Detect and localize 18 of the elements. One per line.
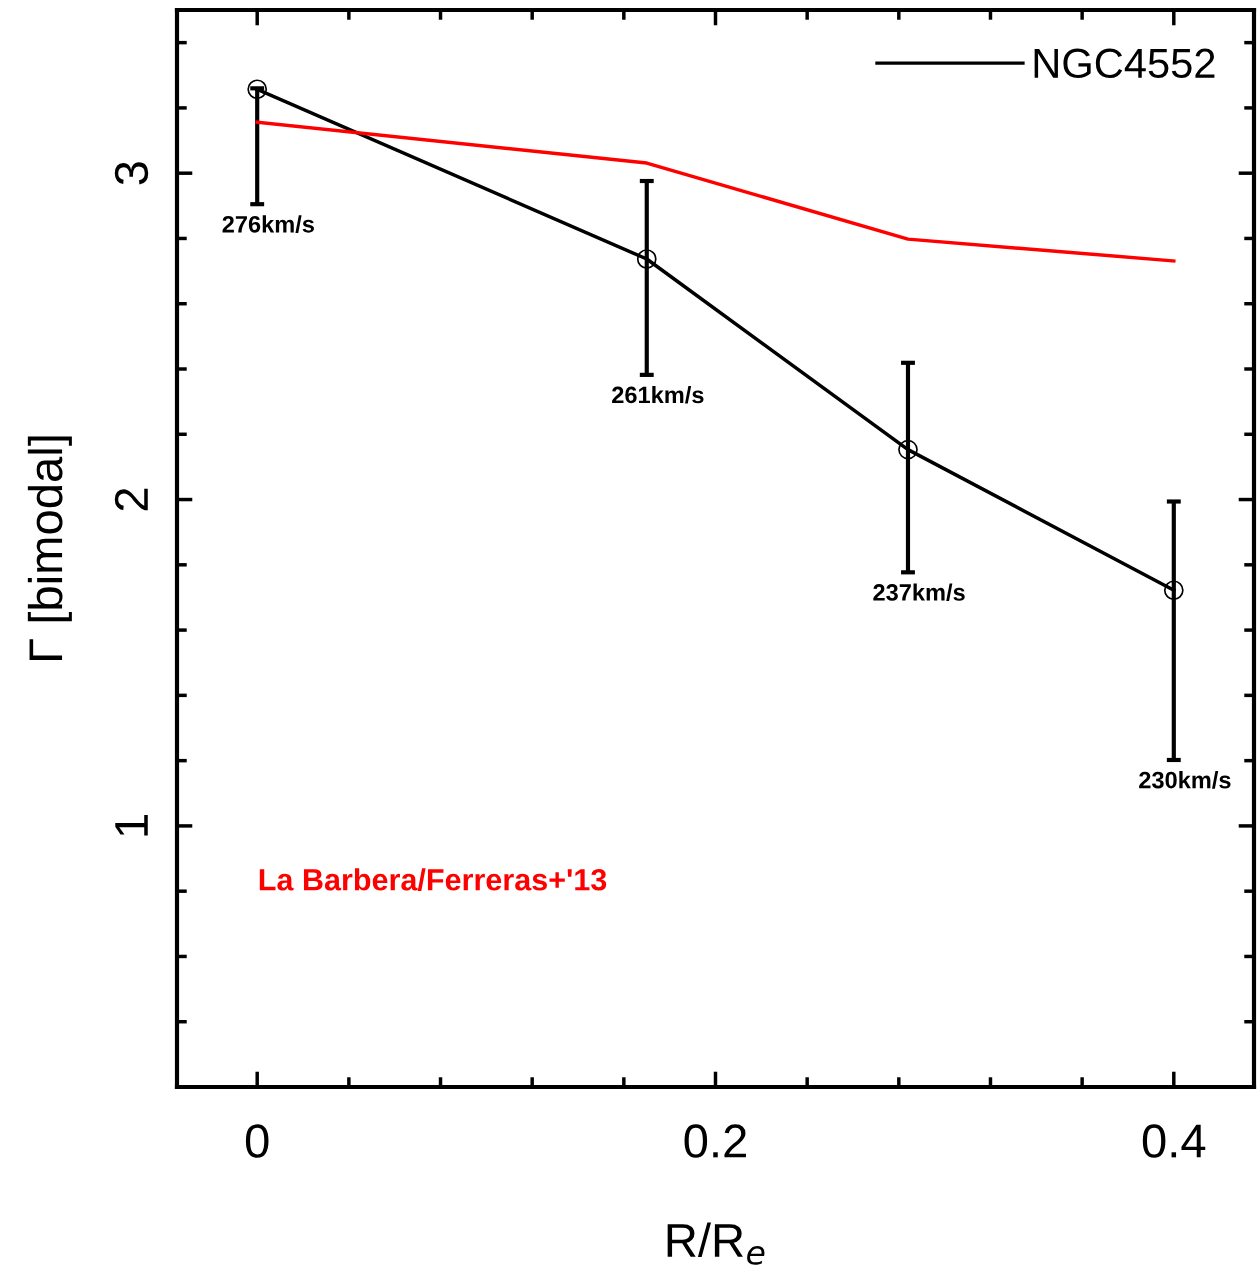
- annotation: 261km/s: [612, 385, 704, 404]
- text: La Barbera/Ferreras+'13: [259, 868, 607, 891]
- y-axis-title: Γ [bimodal]: [27, 436, 72, 660]
- y-tick-label: 3: [114, 162, 149, 185]
- annotation: 230km/s: [1139, 771, 1231, 789]
- x-tick-label: 0.4: [1142, 1124, 1206, 1158]
- y-tick-label: 2: [114, 488, 148, 511]
- y-tick-label: 1: [115, 815, 148, 836]
- annotation: 276km/s: [222, 215, 314, 233]
- annotation: 237km/s: [873, 583, 965, 602]
- x-axis-title: R/R$_{e}$: [667, 1222, 765, 1265]
- x-tick-label: 0: [245, 1124, 269, 1158]
- legend-label: NGC4552: [1034, 48, 1215, 79]
- point: [1163, 580, 1184, 601]
- point: [898, 439, 918, 460]
- point: [636, 249, 657, 269]
- point: [247, 79, 268, 100]
- x-tick-label: 0.2: [684, 1124, 746, 1158]
